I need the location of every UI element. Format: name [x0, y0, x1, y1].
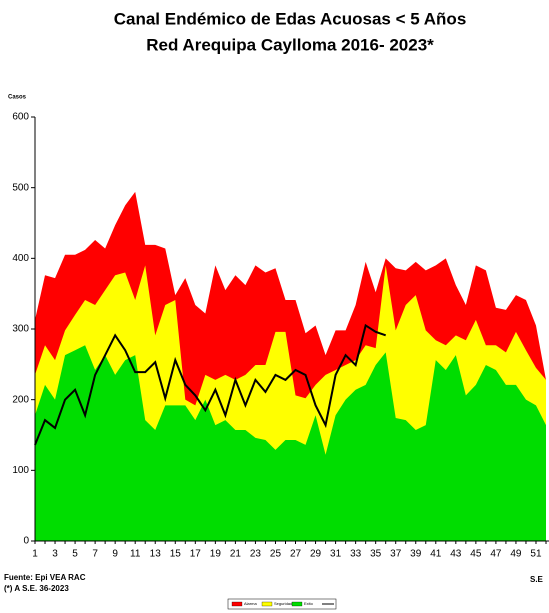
x-tick-label: 35 — [370, 549, 382, 560]
x-tick-label: 39 — [410, 549, 422, 560]
x-tick-label: 31 — [330, 549, 342, 560]
legend-label: Exito — [304, 601, 314, 606]
x-tick-label: 19 — [210, 549, 222, 560]
x-tick-label: 7 — [92, 549, 98, 560]
x-tick-label: 37 — [390, 549, 402, 560]
legend-label: Seguridad — [274, 601, 292, 606]
x-tick-label: 1 — [32, 549, 38, 560]
legend-label: Alarma — [244, 601, 257, 606]
x-tick-label: 23 — [250, 549, 262, 560]
x-tick-label: 33 — [350, 549, 362, 560]
x-tick-label: 43 — [450, 549, 462, 560]
x-tick-label: 15 — [170, 549, 182, 560]
x-tick-label: 25 — [270, 549, 282, 560]
y-tick-label: 100 — [12, 465, 29, 476]
x-tick-label: 27 — [290, 549, 302, 560]
x-tick-label: 9 — [112, 549, 118, 560]
y-tick-label: 600 — [12, 112, 29, 123]
y-tick-label: 0 — [23, 536, 29, 547]
x-tick-label: 5 — [72, 549, 78, 560]
chart-subtitle: Red Arequipa Caylloma 2016- 2023* — [146, 35, 434, 54]
x-tick-label: 51 — [530, 549, 542, 560]
source: Fuente: Epi VEA RAC — [4, 573, 86, 582]
legend-swatch — [231, 601, 243, 607]
x-tick-label: 47 — [490, 549, 502, 560]
y-tick-label: 200 — [12, 394, 29, 405]
x-tick-label: 29 — [310, 549, 322, 560]
x-tick-label: 21 — [230, 549, 242, 560]
line — [34, 323, 387, 446]
x-tick-label: 3 — [52, 549, 58, 560]
x-axis-label: S.E — [530, 575, 544, 584]
legend-swatch — [291, 601, 303, 607]
y-tick-label: 400 — [12, 253, 29, 264]
legend-frame — [227, 598, 337, 610]
y-tick-label: 500 — [12, 182, 29, 193]
x-tick-label: 11 — [130, 549, 141, 560]
y-tick-label: 300 — [12, 324, 29, 335]
area — [35, 345, 546, 541]
note: (*) A S.E. 36-2023 — [4, 584, 69, 593]
x-tick-label: 17 — [190, 549, 202, 560]
x-tick-label: 41 — [430, 549, 442, 560]
legend-swatch — [261, 601, 273, 607]
chart-title: Canal Endémico de Edas Acuosas < 5 Años — [114, 9, 467, 28]
x-tick-label: 13 — [150, 549, 162, 560]
x-tick-label: 45 — [470, 549, 482, 560]
x-tick-label: 49 — [510, 549, 522, 560]
y-axis-label: Casos — [8, 95, 27, 101]
